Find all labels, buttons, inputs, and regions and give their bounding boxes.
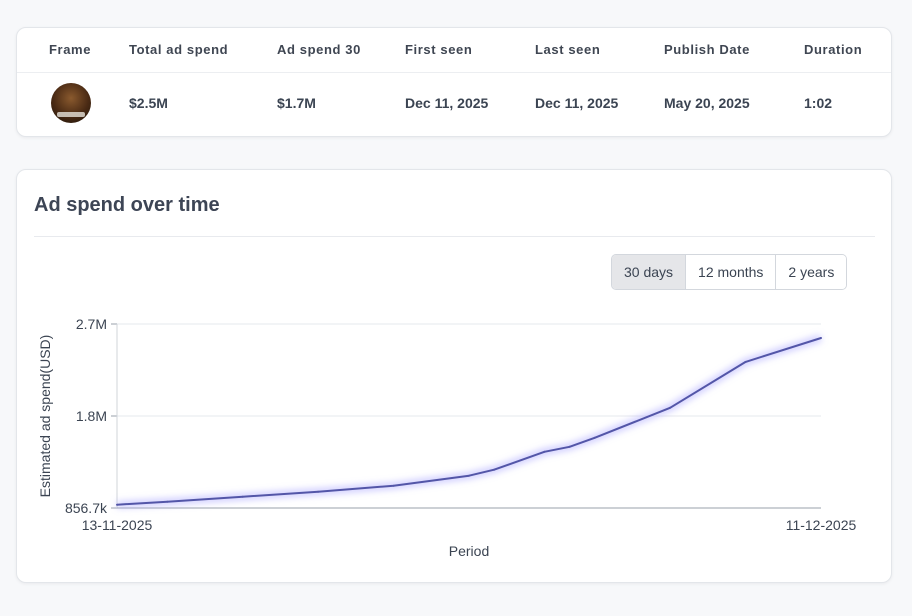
x-axis-title: Period	[449, 543, 489, 559]
data-point	[669, 406, 672, 409]
title-divider	[34, 236, 875, 237]
duration-cell: 1:02	[804, 95, 833, 112]
data-point	[317, 490, 320, 493]
y-tick-label: 856.7k	[65, 500, 108, 516]
data-point	[820, 337, 822, 339]
series-line	[116, 337, 822, 506]
data-point	[468, 474, 470, 477]
data-point	[392, 484, 395, 487]
time-range-selector: 30 days 12 months 2 years	[611, 254, 848, 290]
data-point	[241, 495, 244, 498]
last-seen-cell: Dec 11, 2025	[535, 95, 619, 112]
data-point	[116, 503, 118, 506]
data-point	[543, 450, 546, 453]
frame-cell	[17, 72, 129, 134]
header-total-ad-spend: Total ad spend	[129, 28, 277, 73]
total-ad-spend-cell: $2.5M	[129, 95, 168, 112]
range-12-months-button[interactable]: 12 months	[685, 255, 776, 289]
table-row[interactable]: $2.5M $1.7M Dec 11, 2025 Dec 11, 2025 Ma…	[17, 72, 891, 134]
first-seen-cell: Dec 11, 2025	[405, 95, 489, 112]
range-30-days-button[interactable]: 30 days	[612, 255, 686, 289]
ad-spend-chart-card: Ad spend over time 30 days 12 months 2 y…	[16, 169, 892, 583]
header-publish-date: Publish Date	[664, 28, 804, 73]
data-point	[593, 436, 596, 439]
data-point	[493, 468, 496, 471]
data-point	[568, 445, 571, 448]
header-last-seen: Last seen	[535, 28, 664, 73]
header-frame: Frame	[17, 28, 129, 73]
range-2-years-button[interactable]: 2 years	[775, 255, 847, 289]
series-line-glow	[116, 334, 823, 509]
data-point	[744, 360, 747, 363]
header-ad-spend-30: Ad spend 30	[277, 28, 405, 73]
y-axis-title: Estimated ad spend(USD)	[37, 335, 53, 498]
y-tick-label: 2.7M	[76, 316, 107, 332]
x-tick-label: 13-11-2025	[82, 517, 153, 533]
x-tick-label: 11-12-2025	[786, 517, 857, 533]
publish-date-cell: May 20, 2025	[664, 95, 750, 112]
ad-spend-line-chart: 856.7k 1.8M 2.7M 13-11-2025 11-12-2025 Perio…	[37, 316, 857, 559]
ad-spend-30-cell: $1.7M	[277, 95, 316, 112]
header-first-seen: First seen	[405, 28, 535, 73]
chart-section-title: Ad spend over time	[34, 194, 220, 216]
header-duration: Duration	[804, 28, 891, 73]
table-header-row: Frame Total ad spend Ad spend 30 First s…	[17, 28, 891, 73]
y-tick-label: 1.8M	[76, 408, 107, 424]
ad-details-table-card: Frame Total ad spend Ad spend 30 First s…	[16, 27, 892, 137]
data-point	[166, 500, 169, 503]
ad-frame-thumbnail[interactable]	[51, 83, 91, 124]
ad-details-table: Frame Total ad spend Ad spend 30 First s…	[17, 28, 891, 134]
